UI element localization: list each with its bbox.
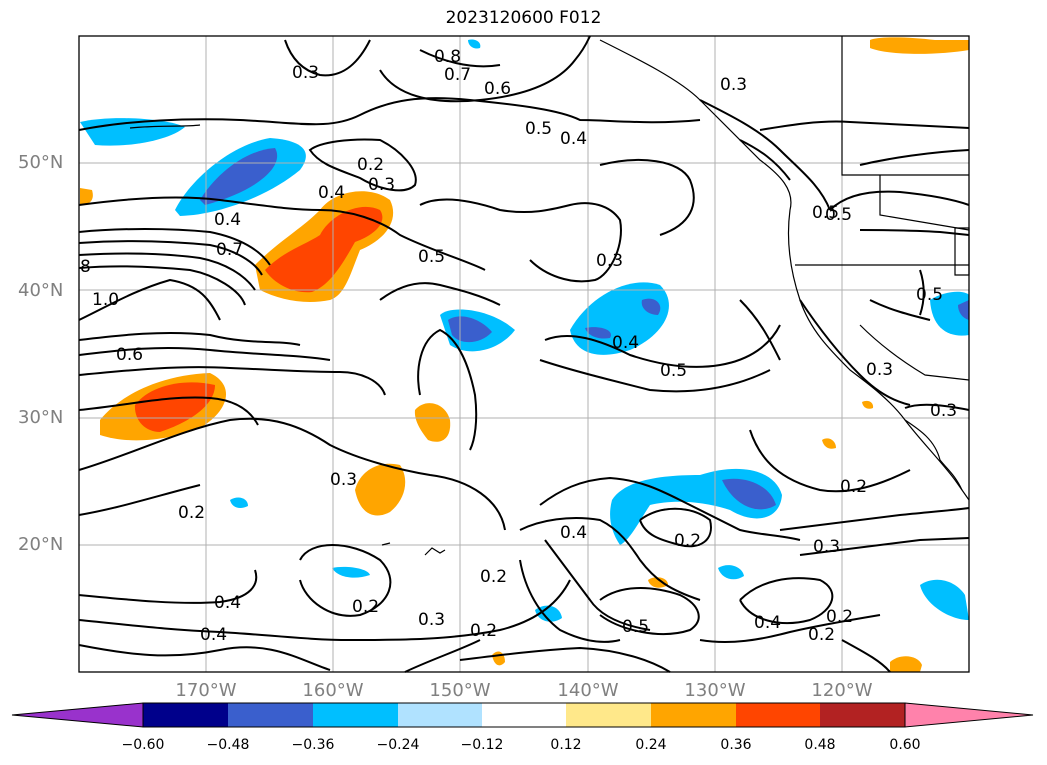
colorbar-frame [142,702,906,728]
colorbar-extend-low [11,702,144,728]
contour-label: 0.3 [418,610,445,630]
colorbar-bin [651,703,736,727]
contour-label: 0.3 [930,401,957,421]
contour-label: 0.4 [200,625,227,645]
contour-label: 0.8 [434,47,461,67]
colorbar-tick-label: −0.60 [121,737,165,753]
contour-label: 0.3 [720,75,747,95]
contour-label: 0.3 [292,63,319,83]
colorbar-bin [736,703,820,727]
colorbar-tick-label: 0.36 [720,737,752,753]
colorbar-tick-label: 0.60 [889,737,921,753]
contour-label: 0.2 [826,607,853,627]
lat-label: 30°N [18,407,64,428]
contour-label: 0.4 [214,210,241,230]
colorbar-bin [398,703,482,727]
contour-label: 0.7 [444,65,471,85]
colorbar-tick-label: 0.12 [550,737,582,753]
lat-label: 40°N [18,280,64,301]
contour-label: 0.2 [840,477,867,497]
lon-label: 150°W [429,680,491,701]
contour-label: 0.5 [525,119,552,139]
colorbar-tick-label: 0.24 [635,737,667,753]
contour-label: 0.4 [214,593,241,613]
contour-label: 0.4 [612,333,639,353]
lon-label: 140°W [557,680,619,701]
contour-label: 0.7 [216,240,243,260]
contour-label: 0.2 [357,155,384,175]
colorbar-tick-label: −0.12 [460,737,504,753]
colorbar [11,702,1034,728]
lon-label: 160°W [302,680,364,701]
contour-label: 0.3 [368,175,395,195]
colorbar-bin [482,703,566,727]
lon-label: 130°W [684,680,746,701]
contour-label: 0.2 [808,625,835,645]
colorbar-tick-label: 0.48 [804,737,836,753]
colorbar-bin [313,703,398,727]
colorbar-tick-label: −0.24 [376,737,420,753]
contour-label: 0.3 [813,537,840,557]
contour-label: 0.4 [318,183,345,203]
colorbar-tick-label: −0.48 [206,737,250,753]
contour-label: 0.3 [330,470,357,490]
colorbar-bin [143,703,228,727]
contour-label: 0.3 [596,251,623,271]
map-panel: 0.3 0.8 0.7 0.6 0.3 0.5 0.4 0.2 0.3 0.4 … [78,35,970,673]
lat-label: 20°N [18,534,64,555]
lon-label: 170°W [175,680,237,701]
colorbar-bin [820,703,905,727]
colorbar-bin [228,703,313,727]
lon-label: 120°W [811,680,873,701]
contour-label: 0.4 [560,129,587,149]
gridlines [79,36,969,672]
contour-label: 0.2 [352,597,379,617]
contour-label: 0.5 [660,361,687,381]
map-frame [78,35,970,673]
colorbar-bin [566,703,651,727]
lat-label: 50°N [18,152,64,173]
contour-label: 0.4 [754,613,781,633]
contour-label: 1.0 [92,290,119,310]
colorbar-tick-label: −0.36 [291,737,335,753]
map-title: 2023120600 F012 [445,8,602,28]
contour-label: 0.5 [916,285,943,305]
contour-label: 0.4 [560,523,587,543]
contour-label: 0.6 [116,345,143,365]
contour-label: 0.2 [470,621,497,641]
contour-label: 0.6 [484,79,511,99]
colorbar-extend-high [904,702,1034,728]
contour-label: 0.5 [622,617,649,637]
contour-label: 0.3 [866,360,893,380]
contour-label: 0.2 [674,531,701,551]
contour-label: 0.5 [825,205,852,225]
contour-label: 0.2 [480,567,507,587]
contour-label: 8 [80,257,91,277]
contour-label: 0.2 [178,503,205,523]
contour-labels: 0.3 0.8 0.7 0.6 0.3 0.5 0.4 0.2 0.3 0.4 … [80,47,957,645]
contour-lines [78,35,970,673]
contour-label: 0.5 [418,247,445,267]
contour-label: 0.5 [812,203,839,223]
